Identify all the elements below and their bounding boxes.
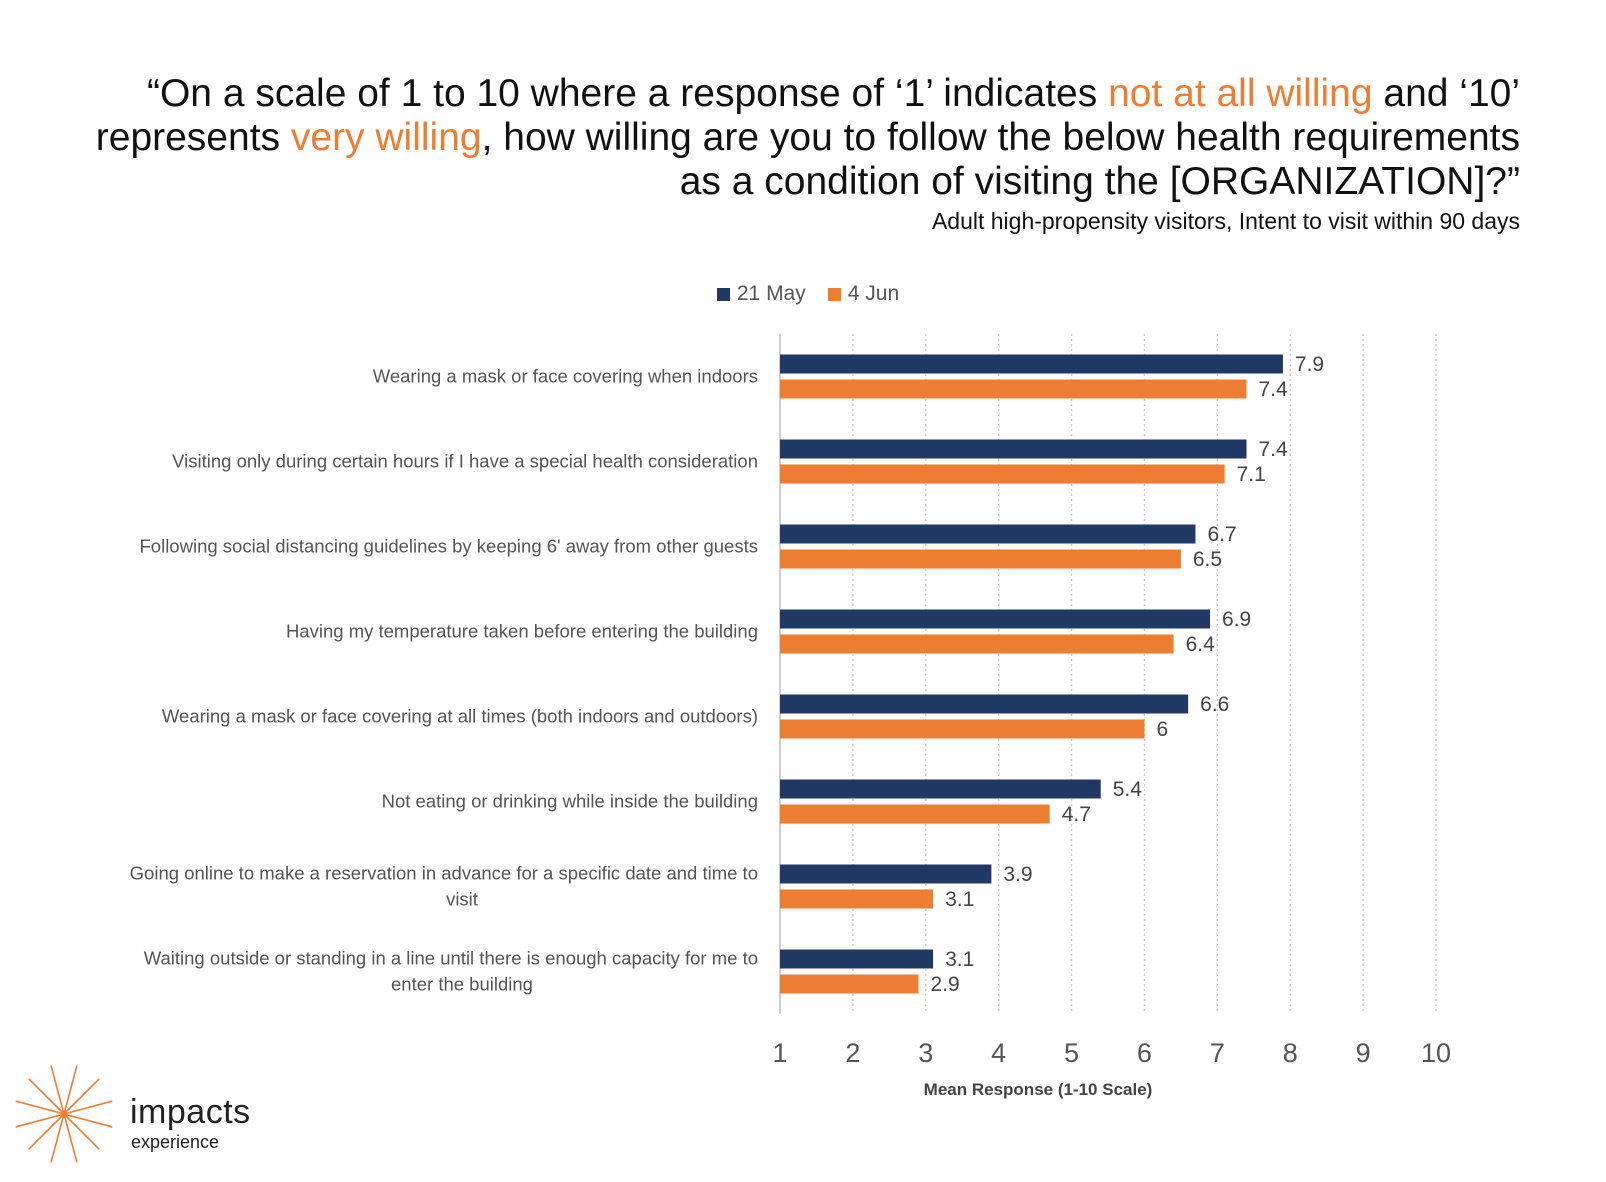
- bar-2-3: [780, 549, 1181, 569]
- legend-item-series-2: 4 Jun: [827, 282, 900, 306]
- x-tick-label-3: 3: [918, 1038, 933, 1068]
- bar-1-4: [780, 609, 1211, 629]
- category-label-8-line-2: enter the building: [391, 974, 533, 995]
- category-label-1: Wearing a mask or face covering when ind…: [373, 366, 758, 387]
- data-label-2-1: 7.4: [1258, 378, 1288, 401]
- category-label-6: Not eating or drinking while inside the …: [382, 791, 758, 812]
- category-label-8-line-1: Waiting outside or standing in a line un…: [144, 948, 758, 969]
- bar-1-8: [780, 949, 934, 969]
- data-label-1-7: 3.9: [1003, 863, 1032, 886]
- x-tick-label-4: 4: [991, 1038, 1006, 1068]
- category-label-7-line-1: Going online to make a reservation in ad…: [130, 863, 758, 884]
- x-tick-label-9: 9: [1356, 1038, 1371, 1068]
- data-label-2-8: 2.9: [930, 973, 959, 996]
- data-label-2-7: 3.1: [945, 888, 974, 911]
- bar-2-7: [780, 889, 934, 909]
- x-tick-label-2: 2: [845, 1038, 860, 1068]
- x-tick-label-5: 5: [1064, 1038, 1079, 1068]
- data-label-1-3: 6.7: [1207, 523, 1236, 546]
- legend: 21 May 4 Jun: [0, 282, 1606, 306]
- sunburst-icon: [15, 1065, 113, 1163]
- category-label-4: Having my temperature taken before enter…: [286, 621, 758, 642]
- x-tick-label-10: 10: [1421, 1038, 1451, 1068]
- data-label-2-3: 6.5: [1193, 548, 1222, 571]
- bar-1-6: [780, 779, 1101, 799]
- x-tick-label-7: 7: [1210, 1038, 1225, 1068]
- bar-2-8: [780, 974, 919, 994]
- bar-1-3: [780, 524, 1196, 544]
- title-part-3: and ‘10’ represents: [95, 72, 1520, 159]
- legend-label-series-1: 21 May: [736, 282, 806, 305]
- title-part-5: , how willing are you to follow the belo…: [481, 116, 1520, 203]
- logo-name: impacts: [130, 1093, 251, 1131]
- logo-subtitle: experience: [131, 1132, 220, 1152]
- x-tick-label-8: 8: [1283, 1038, 1298, 1068]
- data-label-1-4: 6.9: [1222, 608, 1251, 631]
- data-label-1-1: 7.9: [1295, 353, 1324, 376]
- legend-item-series-1: 21 May: [716, 282, 806, 306]
- data-label-2-6: 4.7: [1062, 803, 1091, 826]
- bar-1-7: [780, 864, 992, 884]
- category-label-5: Wearing a mask or face covering at all t…: [162, 706, 758, 727]
- legend-swatch-series-1: [716, 287, 730, 301]
- data-label-1-6: 5.4: [1113, 778, 1143, 801]
- bar-2-2: [780, 464, 1225, 484]
- bar-1-1: [780, 354, 1283, 374]
- x-axis-title: Mean Response (1-10 Scale): [924, 1080, 1153, 1099]
- bar-2-1: [780, 379, 1247, 399]
- data-label-1-5: 6.6: [1200, 693, 1229, 716]
- legend-swatch-series-2: [827, 287, 841, 301]
- legend-label-series-2: 4 Jun: [847, 282, 900, 305]
- data-label-2-5: 6: [1156, 718, 1168, 741]
- title-part-4: very willing: [290, 116, 482, 159]
- chart-subtitle: Adult high-propensity visitors, Intent t…: [931, 208, 1520, 234]
- bar-2-4: [780, 634, 1174, 654]
- data-label-2-4: 6.4: [1186, 633, 1216, 656]
- data-label-1-2: 7.4: [1258, 438, 1288, 461]
- category-label-7-line-2: visit: [446, 889, 478, 910]
- title-part-1: “On a scale of 1 to 10 where a response …: [146, 72, 1109, 115]
- bar-2-5: [780, 719, 1145, 739]
- bar-1-5: [780, 694, 1189, 714]
- bar-1-2: [780, 439, 1247, 459]
- x-tick-label-6: 6: [1137, 1038, 1152, 1068]
- x-tick-label-1: 1: [772, 1038, 787, 1068]
- data-label-2-2: 7.1: [1237, 463, 1266, 486]
- title-part-2: not at all willing: [1108, 72, 1373, 115]
- bar-2-6: [780, 804, 1050, 824]
- data-label-1-8: 3.1: [945, 948, 974, 971]
- chart-title: “On a scale of 1 to 10 where a response …: [60, 72, 1520, 204]
- category-label-3: Following social distancing guidelines b…: [140, 536, 759, 557]
- category-label-2: Visiting only during certain hours if I …: [172, 451, 758, 472]
